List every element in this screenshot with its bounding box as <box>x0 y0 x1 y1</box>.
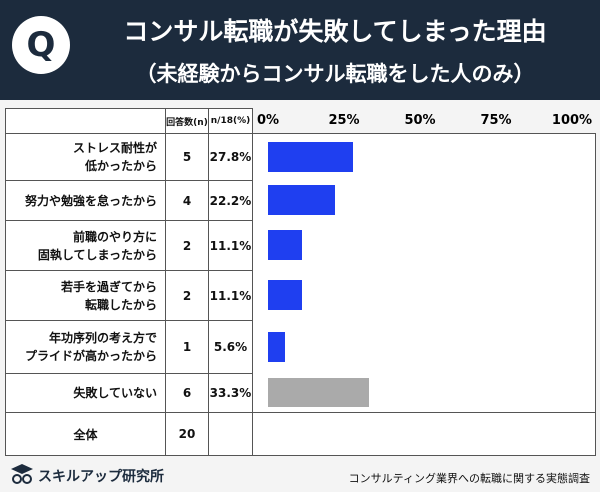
column-header: 回答数(n) <box>165 108 209 134</box>
bar <box>268 280 302 310</box>
count: 5 <box>165 133 209 181</box>
percent: 11.1% <box>208 220 253 271</box>
percent: 27.8% <box>208 133 253 181</box>
total-count: 20 <box>165 412 209 456</box>
count: 2 <box>165 270 209 321</box>
header-cell <box>5 108 166 134</box>
row-label: 年功序列の考え方で プライドが高かったから <box>5 320 166 374</box>
bar <box>268 230 302 260</box>
chart-area <box>252 133 596 413</box>
x-tick-label: 0% <box>256 113 280 128</box>
percent: 33.3% <box>208 373 253 413</box>
header <box>0 0 600 100</box>
q-icon: Q <box>12 16 70 74</box>
count: 4 <box>165 180 209 221</box>
percent: 11.1% <box>208 270 253 321</box>
bar <box>268 141 353 172</box>
bar <box>268 378 370 407</box>
bar <box>268 185 336 215</box>
percent: 5.6% <box>208 320 253 374</box>
source: コンサルティング業界への転職に関する実態調査 <box>348 472 590 485</box>
row-label: 努力や勉強を怠ったから <box>5 180 166 221</box>
column-header: n/18(%) <box>208 108 253 134</box>
row-label: 前職のやり方に 固執してしまったから <box>5 220 166 271</box>
count: 2 <box>165 220 209 271</box>
row-label: 失敗していない <box>5 373 166 413</box>
percent: 22.2% <box>208 180 253 221</box>
count: 1 <box>165 320 209 374</box>
brand: スキルアップ研究所 <box>38 469 164 485</box>
total-chart <box>252 412 596 456</box>
total-percent <box>208 412 253 456</box>
logo-icon <box>11 464 33 484</box>
chart-subtitle: （未経験からコンサル転職をした人のみ） <box>135 62 535 86</box>
total-label: 全体 <box>5 412 166 456</box>
row-label: 若手を過ぎてから 転職したから <box>5 270 166 321</box>
count: 6 <box>165 373 209 413</box>
bar <box>268 331 286 362</box>
x-tick-label: 50% <box>404 113 436 128</box>
x-tick-label: 25% <box>328 113 360 128</box>
x-tick-label: 75% <box>480 113 512 128</box>
chart-title: コンサル転職が失敗してしまった理由 <box>123 17 547 46</box>
x-tick-label: 100% <box>551 113 593 128</box>
row-label: ストレス耐性が 低かったから <box>5 133 166 181</box>
